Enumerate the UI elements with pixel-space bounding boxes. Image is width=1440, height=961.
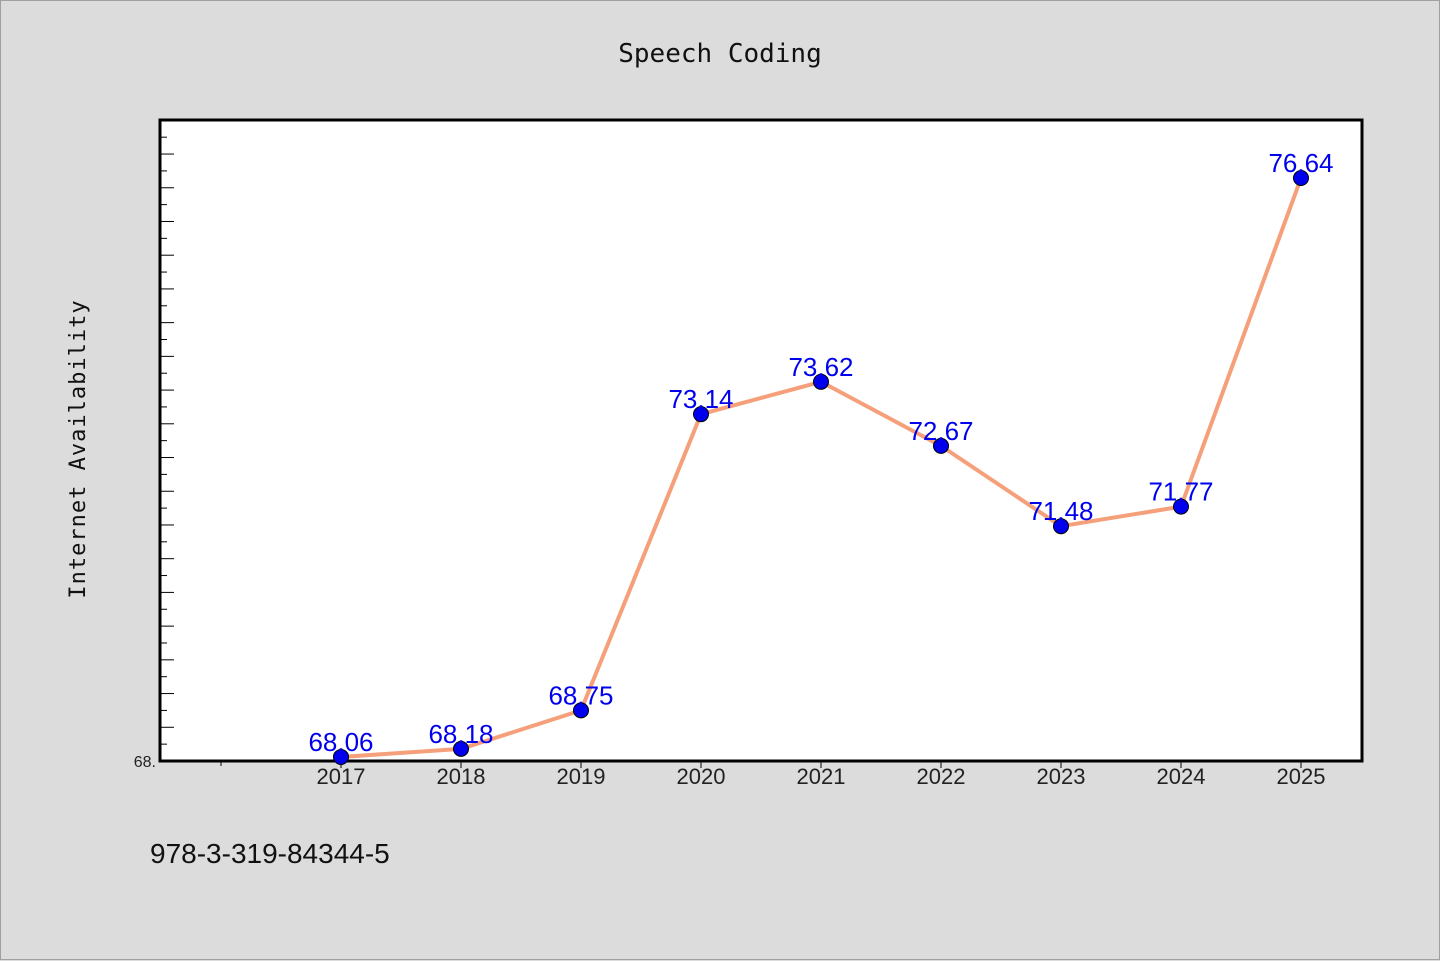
plot-area xyxy=(158,118,1364,763)
x-tick-label: 2020 xyxy=(677,764,726,789)
data-point-marker xyxy=(1173,498,1189,515)
data-label: 73.14 xyxy=(668,384,733,414)
data-point-marker xyxy=(813,373,829,390)
data-label: 68.06 xyxy=(308,727,373,757)
x-tick-label: 2018 xyxy=(437,764,486,789)
x-tick-label: 2024 xyxy=(1157,764,1206,789)
data-label: 76.64 xyxy=(1268,148,1333,178)
chart-title: Speech Coding xyxy=(618,39,822,69)
x-tick-label: 2017 xyxy=(317,764,366,789)
x-tick-label: 2021 xyxy=(797,764,846,789)
series-markers xyxy=(333,170,1309,765)
data-label: 72.67 xyxy=(908,416,973,446)
x-tick-label: 2025 xyxy=(1277,764,1326,789)
x-tick-label: 2022 xyxy=(917,764,966,789)
data-point-marker xyxy=(693,406,709,423)
data-label: 73.62 xyxy=(788,352,853,382)
x-tick-label: 2019 xyxy=(557,764,606,789)
data-label: 71.77 xyxy=(1148,477,1213,507)
y-tick-label: 68. xyxy=(134,754,156,771)
data-point-marker xyxy=(1053,518,1069,535)
x-tick-label: 2023 xyxy=(1037,764,1086,789)
data-labels: 68.06 68.18 68.75 73.14 73.62 72.67 71.48 71.77… xyxy=(308,148,1333,757)
data-label: 68.75 xyxy=(548,680,613,710)
data-point-marker xyxy=(933,437,949,454)
y-axis-ticks xyxy=(160,136,174,762)
x-axis-tick-labels: 2017 2018 2019 2020 2021 2022 2023 2024 2025 xyxy=(317,764,1326,789)
isbn-footer: 978-3-319-84344-5 xyxy=(150,838,390,869)
data-point-marker xyxy=(1293,170,1309,187)
data-point-marker xyxy=(453,740,469,757)
data-label: 68.18 xyxy=(428,719,493,749)
data-label: 71.48 xyxy=(1028,496,1093,526)
data-point-marker xyxy=(573,702,589,719)
data-point-marker xyxy=(333,748,349,765)
y-axis-label: Internet Availability xyxy=(66,299,91,598)
